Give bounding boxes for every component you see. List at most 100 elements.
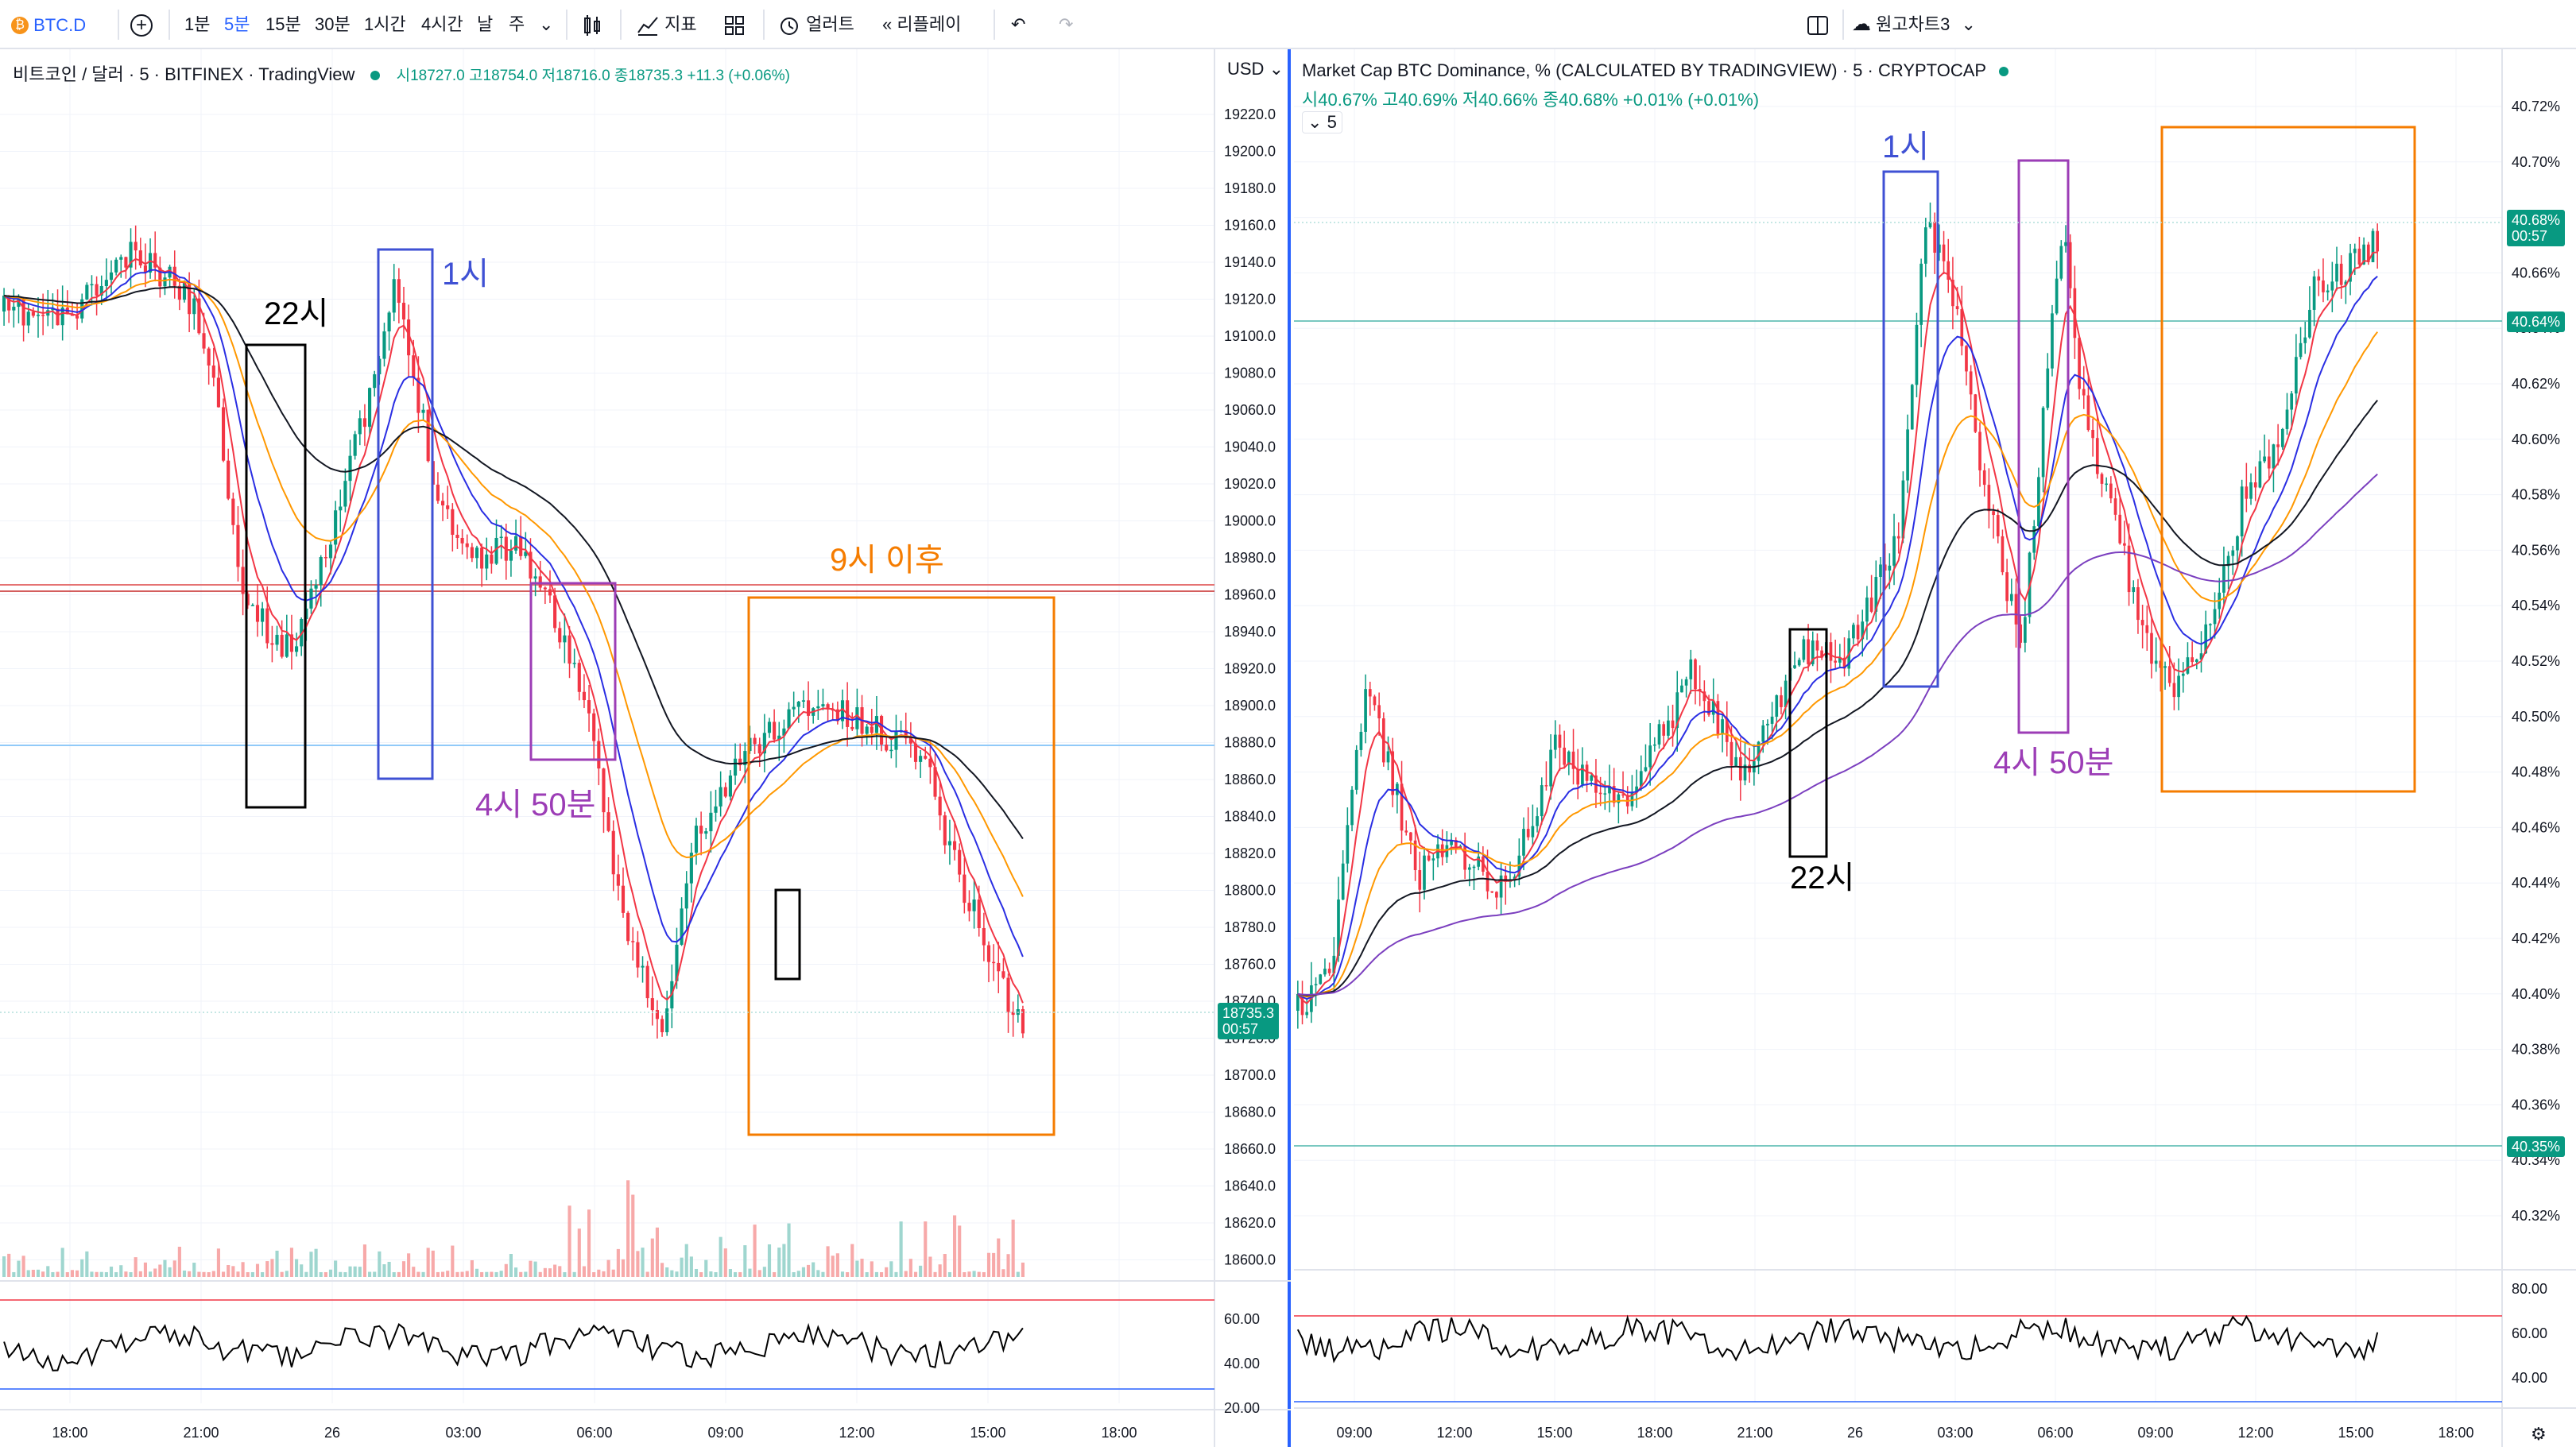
indicators-button[interactable]: 지표 [636,11,697,38]
interval-1m[interactable]: 1분 [184,14,211,34]
candle [1427,855,1431,861]
interval-5m[interactable]: 5분 [224,14,250,34]
annotation-box-1h [1882,170,1939,688]
left-chart-canvas[interactable]: 19220.0 19200.0 19180.0 19160.0 19140.0 19120… [0,49,1291,1447]
candle [587,700,591,714]
candle [2014,594,2018,625]
candle [1409,832,1412,841]
candle [631,941,635,942]
currency-selector[interactable]: USD ⌄ [1227,59,1284,79]
candle [543,587,547,590]
candle [246,594,250,605]
candle [407,319,411,356]
candle [597,741,601,769]
volume-bar [641,1248,645,1277]
candle [2150,633,2153,664]
interval-week[interactable]: 주 [509,14,525,34]
candle [1499,875,1503,898]
price-axis-label: 19140.0 [1224,254,1276,270]
volume-bar [860,1259,864,1277]
right-chart-pane[interactable]: 40.72% 40.70% 40.68% 40.66% 40.64% 40.62% 40.6… [1294,49,2576,1447]
interval-1h[interactable]: 1시간 [364,14,406,34]
undo-button[interactable]: ↶ [1011,11,1025,38]
candle [1621,794,1625,796]
volume-bar [908,1259,912,1277]
price-axis-label: 18760.0 [1224,957,1276,973]
candle [835,709,839,722]
candle [188,283,192,315]
volume-bar [963,1271,966,1277]
candle [1477,856,1481,867]
ma-line-orange [1297,331,2378,998]
candle [777,735,781,740]
templates-button[interactable] [723,11,746,38]
candle [723,787,727,797]
volume-bar [519,1271,523,1277]
price-axis-label: 40.70% [2512,154,2560,170]
candle [1517,855,1521,877]
candle [2240,486,2244,536]
volume-bar [812,1262,815,1277]
currency-label: USD [1227,59,1265,79]
candle [2118,514,2122,544]
left-chart-pane[interactable]: 19220.0 19200.0 19180.0 19160.0 19140.0 19120… [0,49,1291,1447]
candle [757,744,761,754]
volume-bar [889,1261,893,1277]
volume-bar [967,1271,971,1277]
chart-type-button[interactable] [580,11,604,38]
candle [2317,276,2321,281]
layout-name-button[interactable]: ☁ 원고차트3 ⌄ [1852,11,1976,38]
candle [1978,431,1981,470]
volume-bar [670,1270,674,1277]
interval-30m[interactable]: 30분 [315,14,351,34]
candle [943,815,947,845]
volume-bar [339,1271,343,1277]
settings-gear-icon[interactable]: ⚙ [2531,1424,2547,1444]
candle [1364,689,1367,732]
alert-button[interactable]: 얼러트 [777,11,854,38]
volume-bar [953,1215,957,1277]
grid-icon [725,16,744,36]
volume-bar [182,1270,187,1277]
volume-bar [524,1271,528,1277]
legend-collapse-button[interactable]: ⌄ 5 [1302,111,1342,133]
candle [1965,346,1968,372]
volume-bar [270,1259,274,1277]
interval-4h[interactable]: 4시간 [421,14,463,34]
volume-bar [592,1271,596,1277]
candle [153,253,157,268]
candle [816,706,820,709]
candle [709,812,713,832]
interval-dropdown[interactable]: ⌄ [539,11,553,38]
symbol-search-button[interactable]: ₿ BTC.D [11,11,86,38]
price-axis-label: 18940.0 [1224,624,1276,640]
volume-bar [704,1259,708,1277]
candle [7,296,11,311]
time-axis-label: 12:00 [2237,1425,2273,1441]
layout-select-button[interactable] [1806,11,1830,38]
volume-bar [134,1257,138,1277]
candle [787,709,791,729]
candle [26,311,30,326]
price-axis-label: 40.54% [2512,598,2560,613]
right-chart-canvas[interactable]: 40.72% 40.70% 40.68% 40.66% 40.64% 40.62% 40.6… [1294,49,2576,1447]
candle [1820,650,1823,658]
volume-bar [362,1244,366,1277]
candle [699,826,703,834]
candle [348,455,352,482]
candle [119,257,123,260]
volume-bar [943,1254,947,1277]
volume-bar [236,1271,240,1277]
candle [1021,1009,1025,1034]
volume-bar [850,1244,854,1277]
compare-add-button[interactable]: + [130,11,153,38]
candle [2186,657,2190,674]
candle [1567,751,1571,765]
replay-button[interactable]: « 리플레이 [882,11,961,38]
interval-day[interactable]: 날 [477,14,494,34]
candle [538,576,542,588]
interval-15m[interactable]: 15분 [265,14,301,34]
candle [36,315,41,316]
volume-bar [773,1271,777,1277]
redo-button[interactable]: ↷ [1059,11,1073,38]
